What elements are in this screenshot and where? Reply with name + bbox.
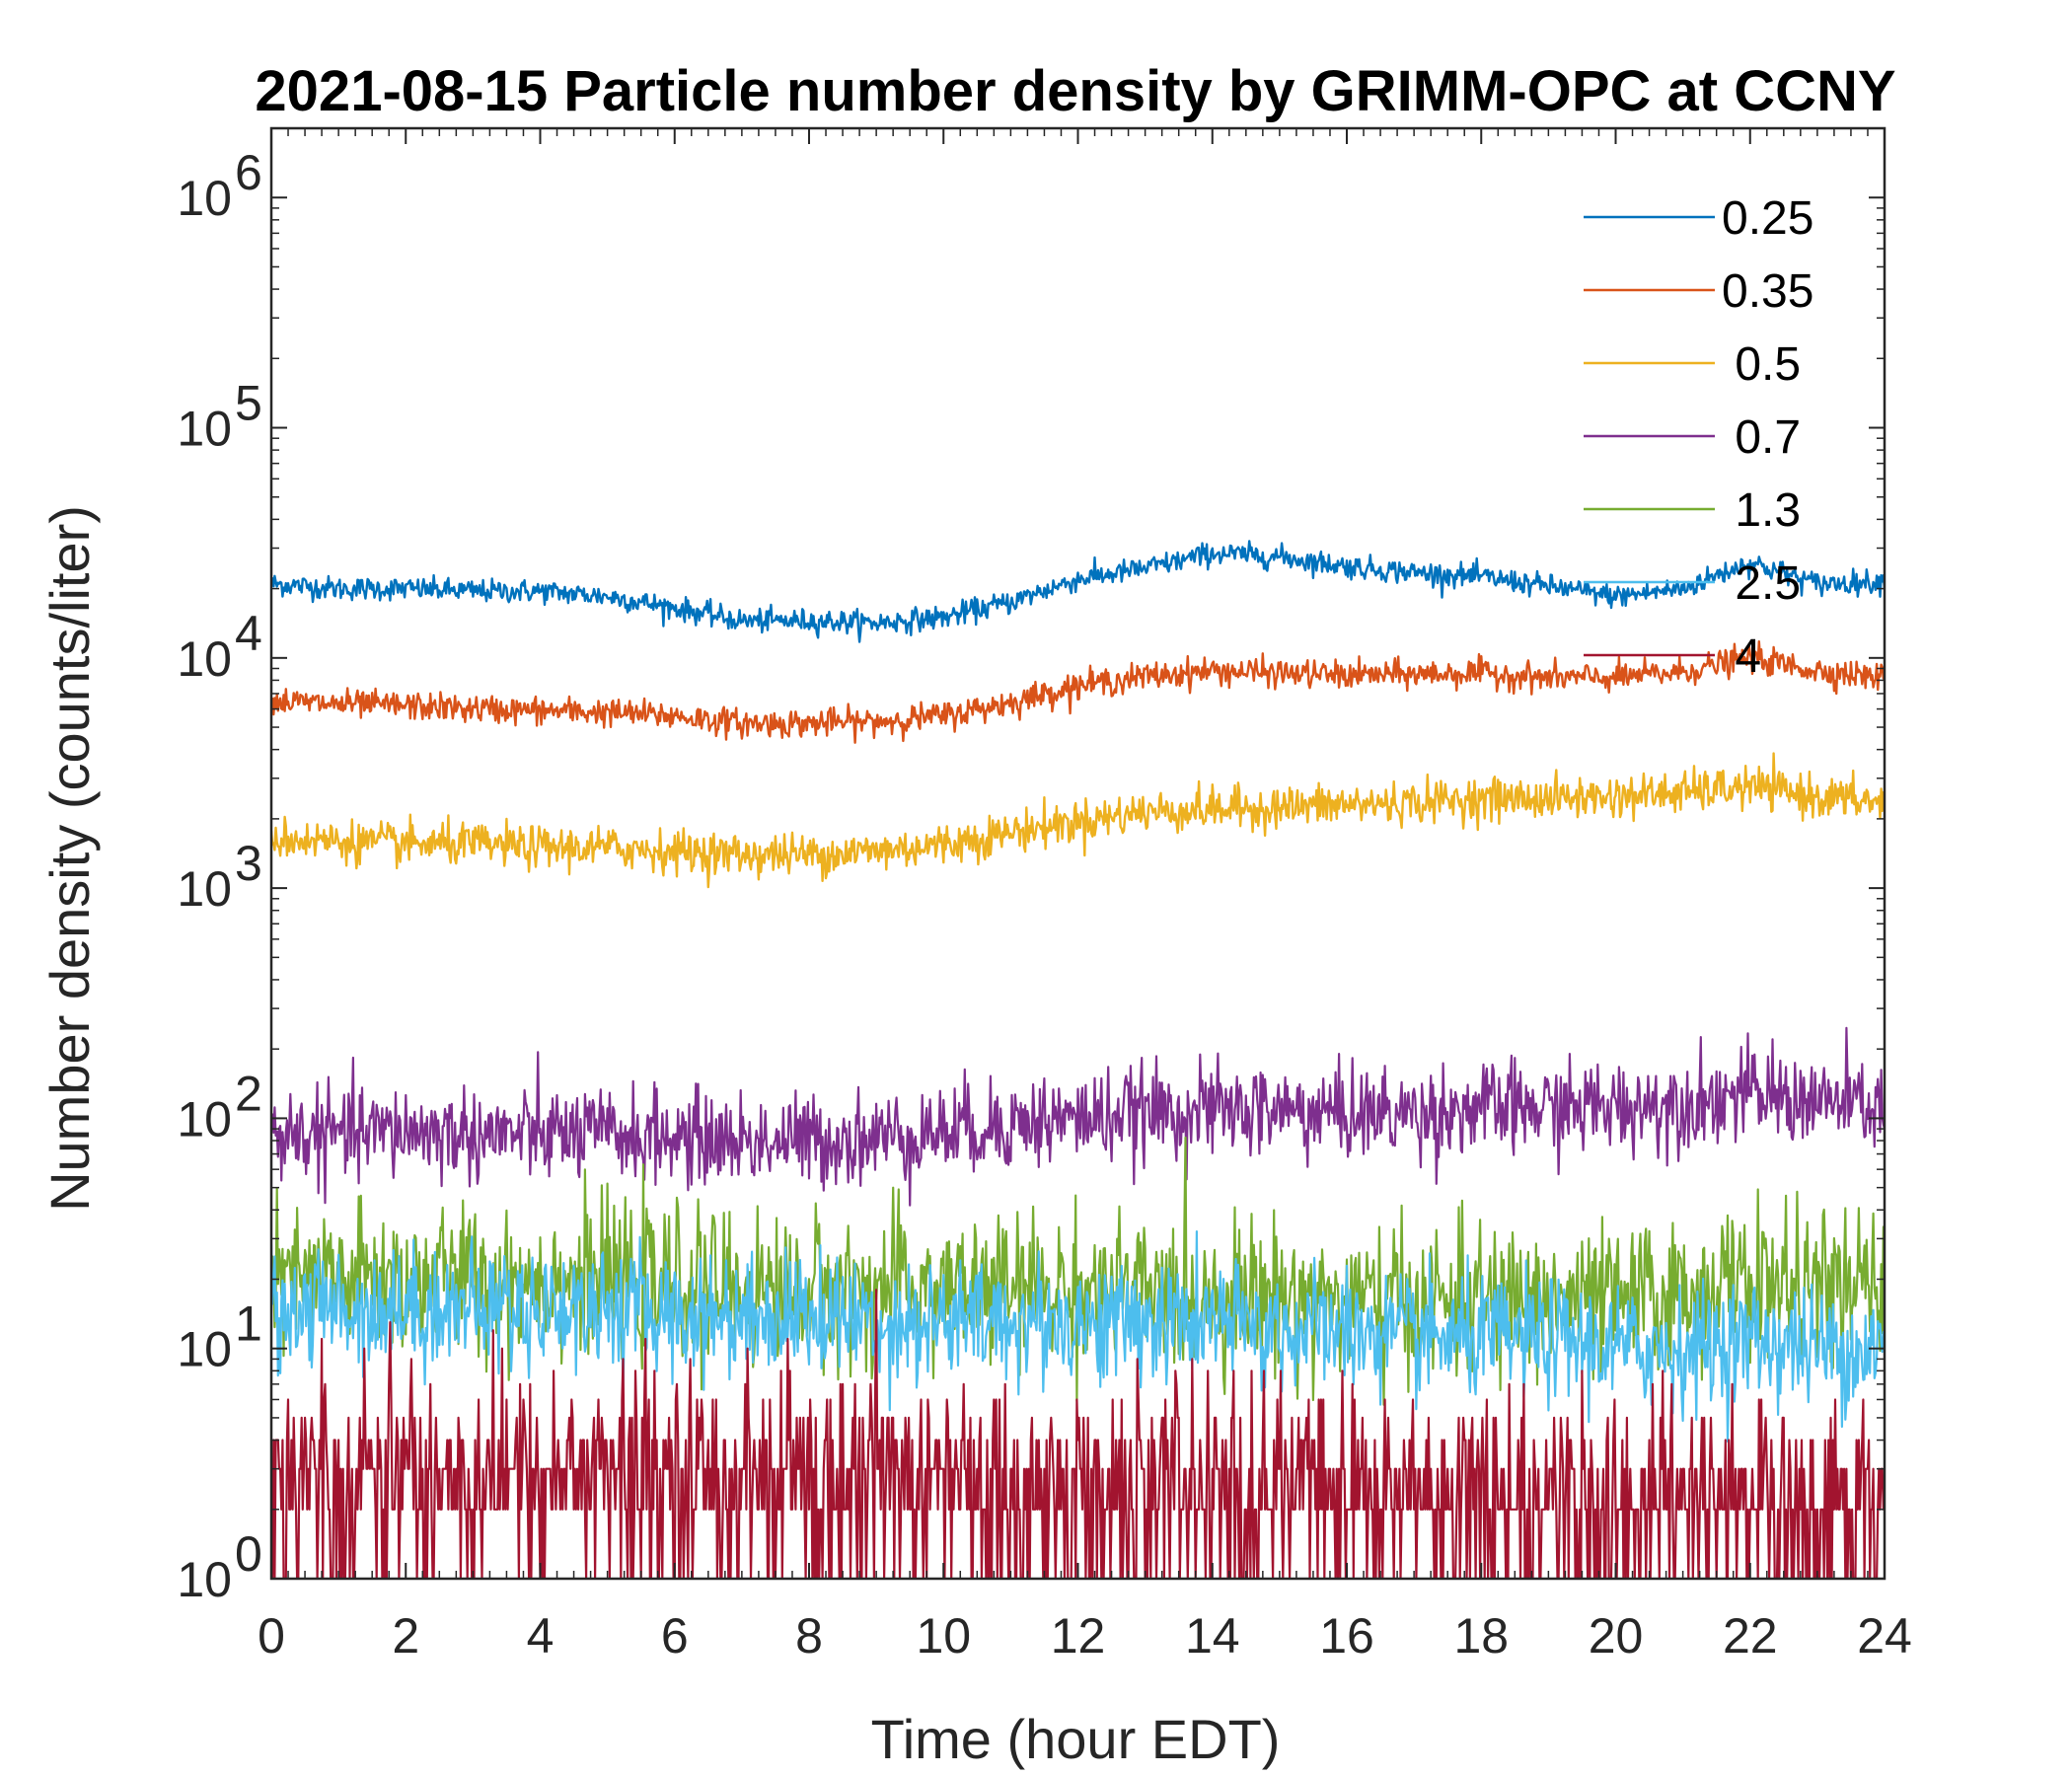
x-tick-label: 16 <box>1319 1608 1374 1664</box>
series-line-6 <box>271 1289 1885 1579</box>
x-tick-label: 10 <box>916 1608 971 1664</box>
x-tick-label: 8 <box>795 1608 823 1664</box>
y-axis-label: Number density (counts/liter) <box>38 505 101 1212</box>
y-tick-label: 10 <box>177 1091 232 1147</box>
legend-label-4: 1.3 <box>1722 484 1801 537</box>
y-tick-label: 10 <box>177 402 232 457</box>
minor-ticks <box>271 128 1885 1579</box>
legend-label-1: 0.35 <box>1722 265 1813 318</box>
y-tick-exponent: 3 <box>235 836 262 891</box>
legend-label-6: 4 <box>1722 630 1761 683</box>
x-tick-label: 4 <box>527 1608 555 1664</box>
x-tick-label: 6 <box>661 1608 689 1664</box>
series-line-0 <box>271 540 1885 643</box>
y-tick-exponent: 4 <box>235 606 262 661</box>
series-lines <box>271 540 1885 1579</box>
y-tick-exponent: 1 <box>235 1296 262 1352</box>
x-tick-label: 12 <box>1051 1608 1106 1664</box>
y-tick-label: 10 <box>177 861 232 917</box>
series-line-1 <box>271 640 1885 744</box>
y-tick-exponent: 2 <box>235 1066 262 1121</box>
x-tick-label: 24 <box>1857 1608 1912 1664</box>
x-tick-label: 0 <box>258 1608 285 1664</box>
y-tick-label: 10 <box>177 631 232 687</box>
x-tick-label: 14 <box>1185 1608 1240 1664</box>
legend-label-2: 0.5 <box>1722 338 1801 391</box>
y-tick-label: 10 <box>177 1322 232 1377</box>
y-tick-exponent: 6 <box>235 145 262 200</box>
y-tick-label: 10 <box>177 171 232 226</box>
x-tick-label: 20 <box>1589 1608 1644 1664</box>
y-tick-exponent: 5 <box>235 376 262 431</box>
legend-label-3: 0.7 <box>1722 411 1801 464</box>
x-tick-label: 18 <box>1453 1608 1509 1664</box>
chart-title: 2021-08-15 Particle number density by GR… <box>255 59 1895 123</box>
x-tick-label: 22 <box>1723 1608 1778 1664</box>
y-tick-label: 10 <box>177 1552 232 1607</box>
x-ticks: 0 2 4 6 8 10 12 14 16 18 20 22 24 <box>258 128 1912 1664</box>
series-line-5 <box>271 1229 1885 1443</box>
legend-label-5: 2.5 <box>1722 557 1801 610</box>
legend: 0.25 0.35 0.5 0.7 1.3 2.5 4 <box>1584 192 1813 683</box>
y-tick-exponent: 0 <box>235 1526 262 1582</box>
x-axis-label: Time (hour EDT) <box>871 1708 1281 1770</box>
legend-label-0: 0.25 <box>1722 192 1813 245</box>
series-line-2 <box>271 752 1885 889</box>
series-line-3 <box>271 1026 1885 1207</box>
series-line-4 <box>271 1136 1885 1406</box>
x-tick-label: 2 <box>392 1608 419 1664</box>
